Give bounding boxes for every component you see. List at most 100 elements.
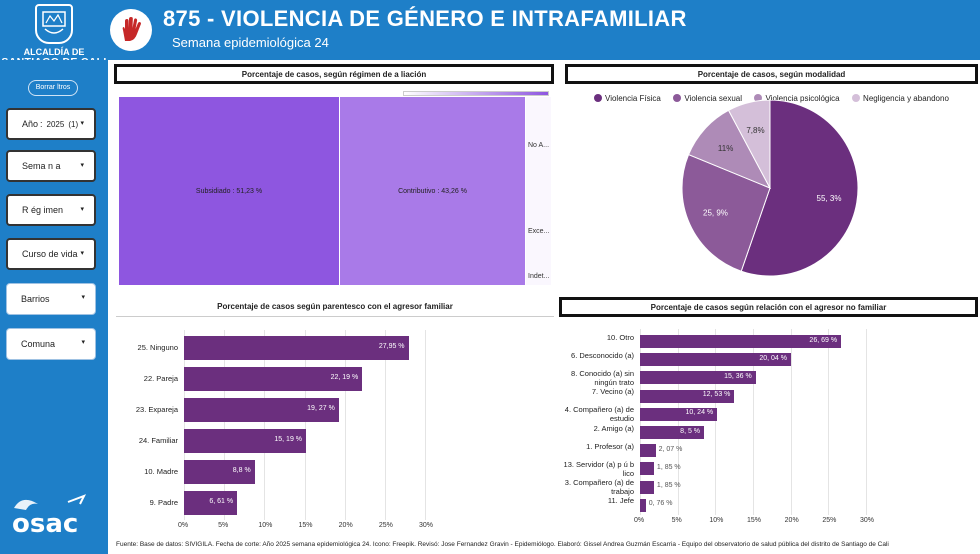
- family-aggressor-panel-title: Porcentaje de casos según parentesco con…: [116, 297, 554, 317]
- x-tick-label: 30%: [419, 522, 434, 529]
- bar[interactable]: [184, 460, 255, 484]
- filter-commune-label: Comuna: [21, 339, 56, 349]
- filter-life-course-label: Curso de vida: [22, 249, 78, 259]
- gridline: [184, 330, 185, 520]
- bar-value-label: 15, 36 %: [724, 372, 752, 380]
- hand-icon: [110, 9, 152, 51]
- filter-regime[interactable]: R ég imen ▾: [6, 194, 96, 226]
- pie-label-2: 11%: [718, 144, 733, 153]
- filter-year-count: (1): [68, 119, 79, 129]
- bar[interactable]: [640, 462, 654, 476]
- bar[interactable]: [640, 389, 735, 403]
- bar-category-label: 3. Compañero (a) de trabajo: [564, 478, 634, 497]
- treemap-label-subsidiado: Subsidiado : 51,23 %: [195, 187, 263, 195]
- legend-item-sexual: Violencia sexual: [673, 94, 742, 103]
- color-scale-legend: [403, 91, 549, 96]
- bar-category-label: 10. Otro: [606, 332, 634, 342]
- treemap-cell-subsidiado[interactable]: Subsidiado : 51,23 %: [119, 97, 340, 285]
- bar-value-label: 26, 69 %: [809, 336, 838, 344]
- gridline: [715, 329, 717, 515]
- x-tick-label: 30%: [860, 517, 875, 524]
- bar[interactable]: [640, 407, 718, 421]
- gridline: [264, 330, 266, 520]
- x-tick-label: 15%: [747, 517, 762, 524]
- gridline: [344, 330, 346, 520]
- bar-value-label: 2, 07 %: [658, 445, 683, 453]
- bar-value-label: 15, 19 %: [274, 436, 303, 443]
- osac-text: osac: [12, 509, 78, 539]
- bar-category-label: 11. Jefe: [607, 496, 634, 506]
- bar-category-label: 23. Expareja: [135, 405, 178, 414]
- bar-category-label: 10. Madre: [144, 467, 178, 476]
- pie-slice-1[interactable]: [681, 153, 771, 272]
- treemap-cell-contributivo[interactable]: Contributivo : 43,26 %: [340, 97, 526, 285]
- x-tick-label: 10%: [258, 522, 273, 529]
- filter-neighborhood[interactable]: Barrios ▾: [6, 283, 96, 315]
- gridline: [304, 330, 306, 520]
- filter-commune[interactable]: Comuna ▾: [6, 328, 96, 360]
- bar[interactable]: [640, 371, 756, 385]
- bar[interactable]: [640, 498, 646, 512]
- bar-value-label: 22, 19 %: [330, 374, 359, 381]
- filter-year-label: Año: [22, 119, 39, 129]
- gridline: [866, 329, 867, 515]
- treemap-cell-small[interactable]: [526, 97, 551, 285]
- filter-year[interactable]: Año : 2025 (1) ▾: [6, 108, 96, 140]
- bar-category-label: 22. Pareja: [143, 374, 178, 383]
- bar-category-label: 25. Ninguno: [137, 343, 178, 352]
- bar-category-label: 6. Desconocido (a): [571, 350, 634, 360]
- regime-panel-title: Porcentaje de casos, según régimen de a …: [114, 64, 554, 84]
- header-bar: [0, 0, 980, 60]
- bar[interactable]: [640, 480, 654, 494]
- bar-value-label: 20, 04 %: [759, 354, 787, 362]
- bar-value-label: 1, 85 %: [656, 463, 681, 471]
- pie-legend: Violencia Física Violencia sexual Violen…: [594, 89, 957, 107]
- filter-regime-label: R ég imen: [22, 205, 64, 215]
- bar-category-label: 1. Profesor (a): [586, 441, 634, 451]
- bar[interactable]: [184, 336, 409, 360]
- x-tick-label: 5%: [218, 522, 229, 529]
- modality-panel-title: Porcentaje de casos, según modalidad: [565, 64, 978, 84]
- bar-value-label: 0, 76 %: [648, 500, 673, 508]
- modality-donut-chart: 55, 3% 25, 9% 11% 7,8%: [681, 100, 859, 277]
- bar-category-label: 24. Familiar: [138, 436, 178, 445]
- bar[interactable]: [184, 398, 339, 422]
- bar[interactable]: [184, 367, 363, 391]
- dropdown-arrow-icon: ▾: [81, 294, 85, 301]
- bar-value-label: 10, 24 %: [685, 409, 714, 417]
- x-tick-label: 0%: [178, 522, 189, 529]
- gridline: [753, 329, 754, 515]
- bar-value-label: 12, 53 %: [702, 391, 731, 399]
- bar-category-label: 2. Amigo (a): [593, 423, 634, 433]
- dropdown-arrow-icon: ▾: [80, 206, 84, 213]
- bar-value-label: 19, 27 %: [307, 405, 335, 412]
- source-footer: Fuente: Base de datos: SIVIGILA. Fecha d…: [116, 541, 889, 548]
- dropdown-arrow-icon: ▾: [80, 250, 84, 257]
- dropdown-arrow-icon: ▾: [80, 120, 84, 127]
- bar-category-label: 13. Servidor (a) p ú b lico: [563, 459, 634, 478]
- dropdown-arrow-icon: ▾: [80, 162, 84, 169]
- bar[interactable]: [640, 444, 656, 458]
- treemap-label-contributivo: Contributivo : 43,26 %: [398, 187, 467, 195]
- filter-neighborhood-label: Barrios: [21, 294, 50, 304]
- osac-logo: osac: [8, 494, 100, 544]
- family-aggressor-bar-chart: 0% 5% 10% 15% 20% 25% 30% 25. Ninguno 27,95 % 22.…: [116, 320, 556, 535]
- filter-week-label: Sema n a: [22, 161, 61, 171]
- bar-value-label: 27,95 %: [378, 343, 405, 350]
- x-tick-label: 25%: [378, 522, 393, 529]
- filter-week[interactable]: Sema n a ▾: [6, 150, 96, 182]
- bar[interactable]: [640, 335, 842, 348]
- bar[interactable]: [640, 426, 705, 439]
- clear-filters-button[interactable]: Borrar ltros: [28, 80, 78, 96]
- bar[interactable]: [184, 491, 238, 515]
- non-family-aggressor-panel-title: Porcentaje de casos según relación con e…: [559, 297, 978, 317]
- dropdown-arrow-icon: ▾: [81, 339, 85, 346]
- filter-life-course[interactable]: Curso de vida ▾: [6, 238, 96, 270]
- pie-slice-3[interactable]: [727, 100, 771, 189]
- bar[interactable]: [640, 353, 791, 367]
- bar-category-label: 9. Padre: [149, 498, 178, 507]
- bar[interactable]: [184, 429, 307, 453]
- legend-item-negligencia: Negligencia y abandono: [852, 94, 949, 103]
- x-tick-label: 10%: [709, 517, 724, 524]
- treemap-side-indeterminado: Indet...: [528, 273, 550, 280]
